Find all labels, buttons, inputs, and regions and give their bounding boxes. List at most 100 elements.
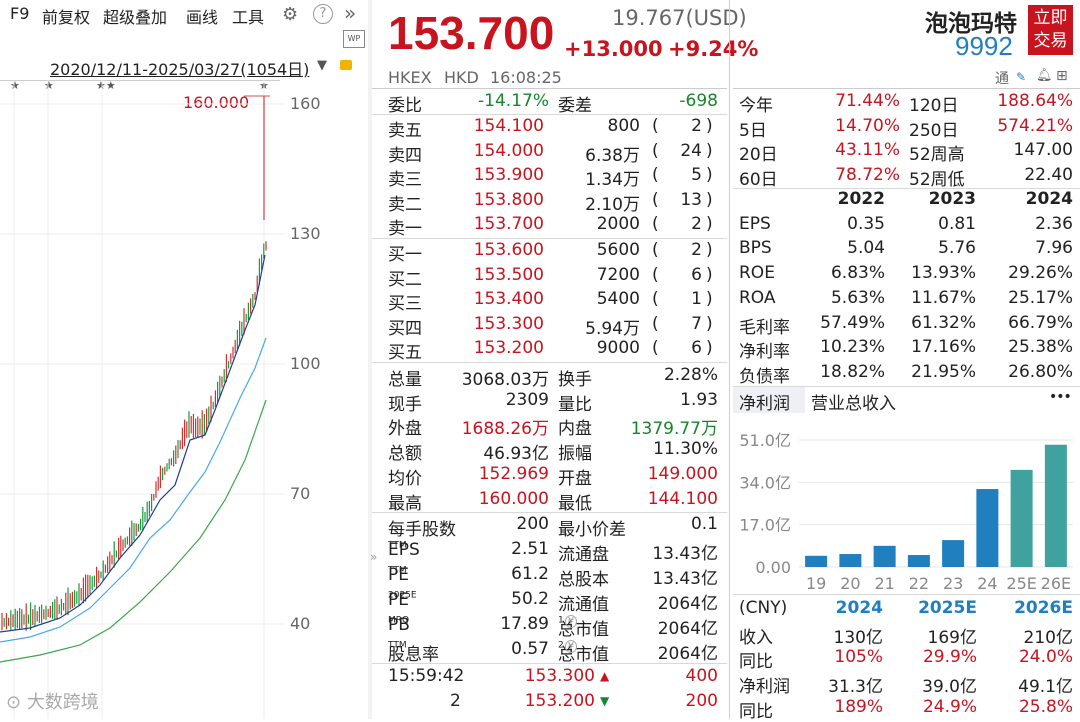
perf-label: 5日 — [739, 120, 767, 141]
tab-net-profit[interactable]: 净利润 — [733, 387, 805, 414]
event-star[interactable]: ★ — [44, 79, 54, 92]
level-count: 5 — [691, 165, 702, 185]
tick-list[interactable]: 15:59:42 153.300 ▲ 400 2 153.200 ▼ 200 — [372, 665, 727, 717]
panel-splitter[interactable] — [368, 0, 372, 719]
bracket-open: ( — [652, 240, 659, 260]
toolbar-adjust[interactable]: 前复权 — [42, 8, 91, 27]
wp-icon[interactable]: WP — [343, 30, 365, 48]
bracket-close: ) — [706, 264, 713, 285]
fin-value: 13.93% — [911, 263, 976, 284]
level-price: 153.500 — [473, 264, 544, 285]
toolbar-f9[interactable]: F9 — [10, 4, 30, 23]
ask-level[interactable]: 卖一 153.700 2000 (2) — [372, 213, 727, 239]
financials-table: 2022 2023 2024 EPS 0.35 0.81 2.36 BPS 5.04 5.76 7.… — [733, 188, 1080, 387]
collapse-arrow-icon[interactable]: » — [370, 550, 378, 564]
ask-level[interactable]: 卖五 154.100 800 (2) — [372, 115, 727, 141]
divider — [372, 362, 727, 363]
perf-label: 60日 — [739, 169, 778, 190]
tick-row[interactable]: 15:59:42 153.300 ▲ 400 — [372, 665, 727, 690]
date-range[interactable]: 2020/12/11-2025/03/27(1054日) — [50, 60, 310, 79]
watermark-logo-icon: ⊙ — [6, 692, 27, 713]
forecast-value: 39.0亿 — [922, 677, 977, 698]
bell-icon[interactable]: 🔔︎ — [1036, 68, 1053, 83]
bid-level[interactable]: 买三 153.400 5400 (1) — [372, 288, 727, 314]
valuation-value: 2064亿 — [657, 644, 718, 664]
bracket-open: ( — [652, 214, 659, 234]
fin-value: 57.49% — [820, 312, 885, 333]
stat-value: 1379.77万 — [630, 419, 718, 440]
perf-value: 43.11% — [835, 140, 900, 160]
bar[interactable] — [805, 555, 828, 567]
price-change-pct: +9.24% — [668, 37, 759, 61]
perf-value: 574.21% — [997, 115, 1073, 136]
toolbar-tools[interactable]: 工具 — [232, 8, 265, 27]
event-star[interactable]: ★★ — [96, 79, 116, 92]
fin-row: 毛利率 57.49% 61.32% 66.79% — [733, 312, 1080, 338]
toolbar-draw[interactable]: 画线 — [186, 8, 219, 27]
perf-value: 71.44% — [835, 91, 900, 111]
bid-level[interactable]: 买四 153.300 5.94万 (7) — [372, 313, 727, 339]
bid-level[interactable]: 买一 153.600 5600 (2) — [372, 239, 727, 265]
stat-value: 152.969 — [478, 463, 549, 484]
divider — [733, 386, 1080, 387]
add-icon[interactable]: ⊞ — [1056, 68, 1068, 84]
kline-panel[interactable]: F9 前复权 超级叠加 画线 工具 ⚙ ? » WP 2020/12/11-20… — [0, 0, 369, 719]
forecast-value: 29.9% — [922, 647, 977, 668]
forecast-label: 同比 — [739, 701, 773, 722]
net-profit-chart[interactable]: 51.0亿 34.0亿 17.0亿 0.00 19 20 21 22 23 24 25E 26E — [733, 414, 1080, 594]
bar[interactable] — [1010, 469, 1033, 567]
level-label: 买五 — [388, 343, 422, 363]
bid-level[interactable]: 买五 153.200 9000 (6) — [372, 337, 727, 363]
toolbar-overlay[interactable]: 超级叠加 — [103, 8, 168, 27]
bar[interactable] — [942, 540, 965, 567]
stat-row: 最高 160.000 最低 144.100 — [372, 488, 727, 514]
level-label: 卖一 — [388, 219, 422, 239]
more-icon[interactable]: ••• — [1049, 389, 1072, 405]
perf-label: 20日 — [739, 145, 778, 165]
ask-level[interactable]: 卖四 154.000 6.38万 (24) — [372, 140, 727, 166]
bracket-open: ( — [652, 264, 659, 285]
bid-level[interactable]: 买二 153.500 7200 (6) — [372, 264, 727, 290]
bar[interactable] — [907, 555, 930, 567]
double-chevron-right-icon[interactable]: » — [344, 1, 357, 25]
stock-name: 泡泡玛特 — [925, 11, 1017, 37]
level-volume: 9000 — [596, 338, 640, 358]
edit-icon[interactable]: ✎ — [1016, 70, 1027, 84]
peak-price-label: 160.000 — [183, 93, 250, 112]
level-count: 2 — [691, 214, 702, 234]
tab-revenue[interactable]: 营业总收入 — [811, 394, 896, 414]
x-tick-label: 25E — [1006, 574, 1036, 593]
ask-level[interactable]: 卖三 153.900 1.34万 (5) — [372, 164, 727, 190]
kline-canvas[interactable] — [0, 80, 290, 719]
tick-volume: 200 — [685, 691, 718, 711]
gear-icon[interactable]: ⚙ — [282, 4, 299, 25]
stat-label: 现手 — [388, 394, 422, 415]
tong-label[interactable]: 通 — [995, 71, 1009, 87]
currency: HKD — [444, 68, 479, 87]
bar[interactable] — [1044, 444, 1067, 567]
tick-row[interactable]: 2 153.200 ▼ 200 — [372, 690, 727, 715]
bar[interactable] — [976, 489, 999, 567]
trade-now-button[interactable]: 立即交易 — [1028, 5, 1073, 55]
event-star[interactable]: ★ — [10, 79, 20, 92]
valuation-value: 2064亿 — [657, 594, 718, 614]
fin-row: EPS 0.35 0.81 2.36 — [733, 213, 1080, 238]
bar[interactable] — [873, 545, 896, 567]
weicha-label: 委差 — [558, 96, 592, 116]
panel-divider — [729, 0, 730, 719]
quote-time: 16:08:25 — [490, 68, 562, 87]
lock-icon — [340, 60, 352, 70]
bar[interactable] — [839, 554, 862, 567]
last-price: 153.700 — [388, 7, 555, 59]
fin-value: 2.36 — [1035, 213, 1073, 234]
valuation-row: 股息率 TTM 0.57 总市值 2 ¥ 2064亿 — [372, 638, 727, 665]
forecast-label: 净利润 — [739, 677, 790, 698]
valuation-label: 总市值 2 ¥ — [558, 640, 609, 665]
dropdown-triangle-icon[interactable]: ▼ — [317, 58, 327, 73]
stat-value: 3068.03万 — [461, 370, 549, 390]
fin-label: 毛利率 — [739, 317, 790, 338]
ask-level[interactable]: 卖二 153.800 2.10万 (13) — [372, 189, 727, 215]
fin-value: 0.81 — [938, 213, 976, 234]
perf-label: 120日 — [909, 96, 959, 116]
help-icon[interactable]: ? — [313, 4, 333, 24]
